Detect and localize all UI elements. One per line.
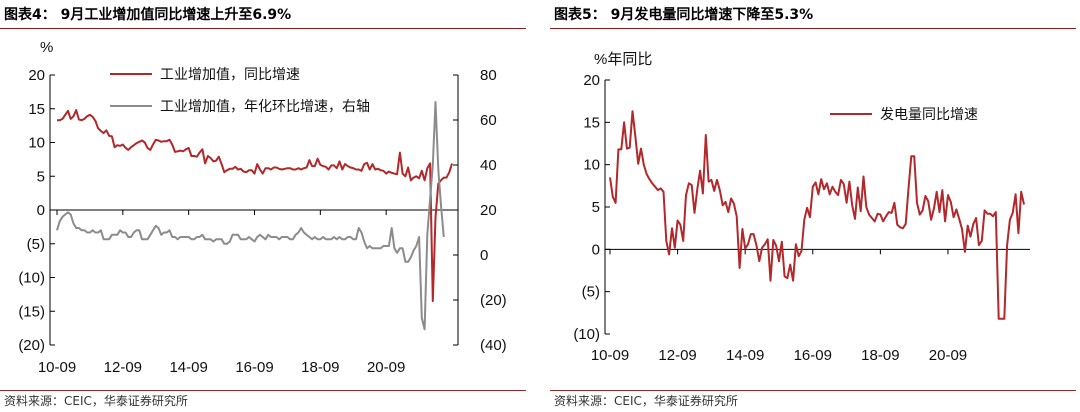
series-line-2 (56, 101, 445, 331)
y-tick-label: 15 (583, 114, 600, 131)
chart-panel-power: 图表5： 9月发电量同比增速下降至5.3% %年同比 20 15 10 5 0 (5) (10… (550, 0, 1080, 412)
y-axis-unit: %年同比 (594, 51, 652, 68)
chart-title: 图表5： 9月发电量同比增速下降至5.3% (554, 7, 814, 23)
y-tick-label: 0 (37, 202, 45, 219)
source-rule (550, 390, 1076, 391)
y-tick-label: (5) (582, 284, 600, 301)
x-tick-label: 12-09 (104, 359, 142, 376)
y-tick-label: 20 (28, 67, 45, 84)
y2-tick-label: (40) (480, 337, 507, 354)
y-tick-label: 10 (583, 157, 600, 174)
title-rule (550, 28, 1076, 29)
source-note: 资料来源：CEIC，华泰证券研究所 (554, 394, 738, 408)
source-note: 资料来源：CEIC，华泰证券研究所 (4, 394, 188, 408)
y-tick-label: (15) (18, 303, 45, 320)
x-tick-label: 20-09 (929, 347, 967, 364)
title-rule (0, 28, 526, 29)
y-tick-label: 0 (592, 241, 600, 258)
y-tick-label: (5) (27, 236, 45, 253)
power-chart: %年同比 20 15 10 5 0 (5) (10) 10-09 12-09 14-09 16-09 1… (573, 51, 1030, 364)
legend-label: 工业增加值，同比增速 (160, 67, 300, 83)
x-tick-label: 18-09 (301, 359, 339, 376)
x-tick-label: 12-09 (658, 347, 696, 364)
legend-label: 发电量同比增速 (880, 107, 978, 123)
legend-label: 工业增加值，年化环比增速，右轴 (160, 99, 370, 115)
y2-tick-label: 40 (480, 157, 497, 174)
y-axis-unit: % (40, 39, 53, 56)
y-tick-label: 10 (28, 135, 45, 152)
y-tick-label: 15 (28, 101, 45, 118)
x-tick-label: 20-09 (367, 359, 405, 376)
x-tick-label: 10-09 (591, 347, 629, 364)
y-tick-label: 5 (592, 199, 600, 216)
x-tick-label: 18-09 (861, 347, 899, 364)
industrial-chart: % 20 15 10 5 0 (5) (10) (15) (20) 80 60 40 20 0 (20) (40… (18, 39, 507, 376)
source-rule (0, 390, 526, 391)
chart-panel-industrial: 图表4： 9月工业增加值同比增速上升至6.9% % 20 15 10 5 0 (5) (10)… (0, 0, 530, 412)
y-tick-label: (10) (573, 326, 600, 343)
x-tick-label: 16-09 (235, 359, 273, 376)
y2-tick-label: (20) (480, 292, 507, 309)
y2-tick-label: 60 (480, 112, 497, 129)
x-tick-label: 10-09 (38, 359, 76, 376)
y2-tick-label: 20 (480, 202, 497, 219)
series-line-1 (609, 110, 1025, 320)
y-tick-label: (20) (18, 337, 45, 354)
x-tick-label: 14-09 (169, 359, 207, 376)
y-tick-label: 5 (37, 168, 45, 185)
y-tick-label: 20 (583, 72, 600, 89)
y2-tick-label: 80 (480, 67, 497, 84)
x-tick-label: 14-09 (726, 347, 764, 364)
chart-title: 图表4： 9月工业增加值同比增速上升至6.9% (4, 7, 292, 23)
x-tick-label: 16-09 (794, 347, 832, 364)
y-tick-label: (10) (18, 270, 45, 287)
y2-tick-label: 0 (480, 247, 488, 264)
series-line-1 (57, 109, 453, 303)
